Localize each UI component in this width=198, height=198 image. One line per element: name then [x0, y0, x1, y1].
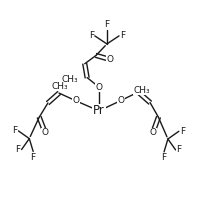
Text: CH₃: CH₃	[51, 82, 68, 91]
Text: F: F	[162, 153, 167, 162]
Text: F: F	[177, 146, 182, 154]
Text: F: F	[15, 145, 21, 154]
Text: CH₃: CH₃	[62, 75, 78, 84]
Text: F: F	[104, 20, 109, 29]
Text: O: O	[73, 96, 80, 106]
Text: CH₃: CH₃	[133, 86, 150, 95]
Text: O: O	[106, 55, 113, 64]
Text: F: F	[31, 153, 36, 162]
Text: O: O	[95, 83, 103, 92]
Text: O: O	[42, 128, 49, 137]
Text: O: O	[117, 96, 124, 105]
Text: F: F	[120, 31, 125, 40]
Text: O: O	[149, 128, 156, 137]
Text: F: F	[180, 127, 185, 136]
Text: F: F	[12, 126, 17, 135]
Text: F: F	[89, 31, 94, 40]
Text: Pr: Pr	[93, 104, 105, 117]
